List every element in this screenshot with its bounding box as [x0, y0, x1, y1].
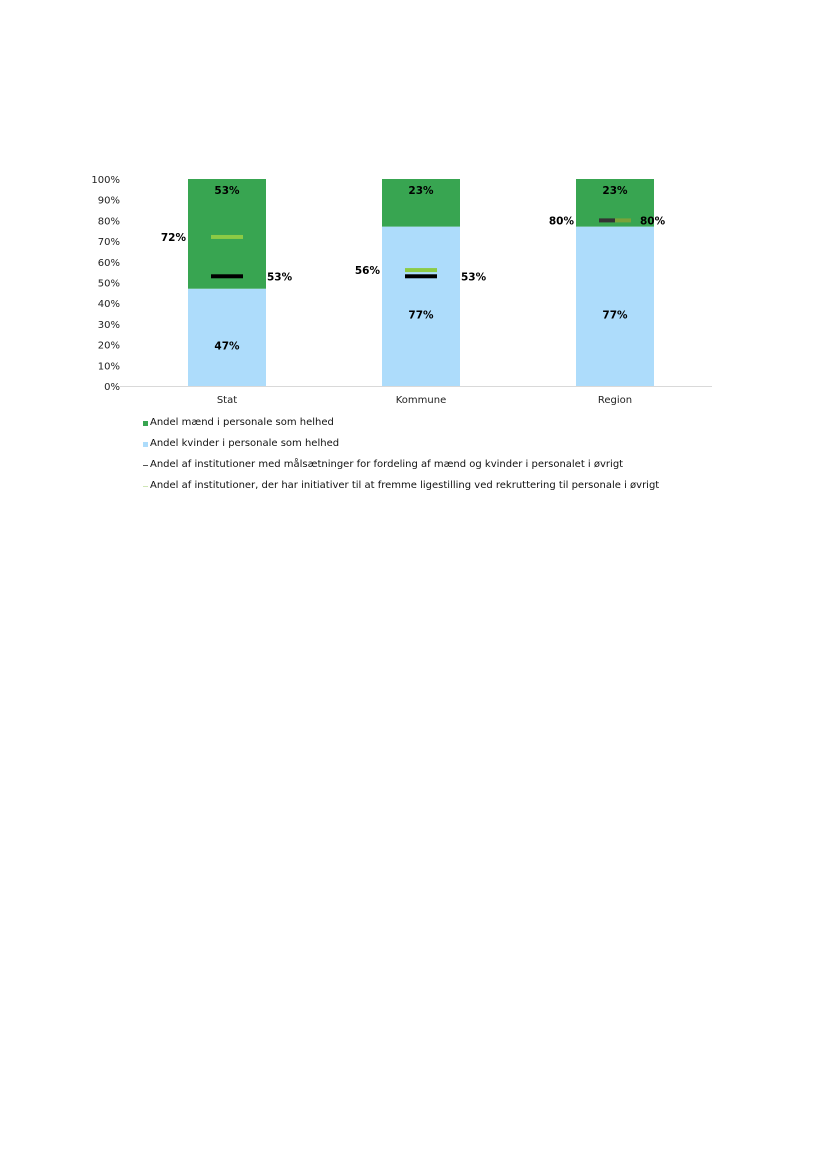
legend-swatch-goals: [143, 465, 148, 466]
legend-swatch-men: [143, 421, 148, 426]
data-label-initiatives: 72%: [161, 232, 187, 244]
y-tick-label: 90%: [98, 196, 120, 207]
data-label-women: 77%: [602, 309, 628, 321]
y-tick-label: 60%: [98, 258, 120, 269]
legend-item-goals: Andel af institutioner med målsætninger …: [143, 459, 659, 480]
data-label-women: 77%: [408, 309, 434, 321]
y-tick-label: 30%: [98, 320, 120, 331]
y-tick-label: 0%: [104, 382, 120, 393]
data-label-initiatives: 56%: [355, 265, 381, 277]
legend-label-women: Andel kvinder i personale som helhed: [150, 438, 340, 449]
x-tick-label: Stat: [217, 395, 237, 406]
data-label-women: 47%: [214, 340, 240, 352]
y-tick-label: 50%: [98, 279, 120, 290]
bar-women: [188, 288, 266, 386]
x-tick-label: Region: [598, 395, 632, 406]
marker-goals: [599, 218, 615, 223]
legend-label-men: Andel mænd i personale som helhed: [150, 417, 334, 428]
y-tick-label: 40%: [98, 299, 120, 310]
legend-item-women: Andel kvinder i personale som helhed: [143, 438, 659, 459]
bar-men: [188, 179, 266, 289]
marker-initiatives: [615, 218, 631, 223]
data-label-men: 23%: [602, 185, 628, 197]
bar-women: [576, 226, 654, 386]
legend-swatch-initiatives: [143, 486, 148, 487]
y-tick-label: 100%: [91, 175, 120, 186]
data-label-goals: 80%: [549, 215, 575, 227]
data-label-initiatives: 80%: [640, 215, 666, 227]
stacked-bar-chart: 0% 10% 20% 30% 40% 50% 60% 70% 80% 90% 100% 47% 53% S…: [91, 175, 712, 406]
legend-swatch-women: [143, 442, 148, 447]
y-tick-label: 80%: [98, 216, 120, 227]
legend-label-initiatives: Andel af institutioner, der har initiati…: [150, 480, 660, 491]
y-tick-label: 20%: [98, 341, 120, 352]
legend-label-goals: Andel af institutioner med målsætninger …: [150, 459, 624, 470]
legend-item-men: Andel mænd i personale som helhed: [143, 417, 659, 438]
y-tick-label: 70%: [98, 237, 120, 248]
data-label-goals: 53%: [267, 271, 293, 283]
legend: Andel mænd i personale som helhed Andel …: [143, 417, 659, 501]
data-label-men: 53%: [214, 185, 240, 197]
bar-men: [382, 179, 460, 227]
bar-women: [382, 226, 460, 386]
marker-initiatives: [405, 268, 437, 273]
data-label-men: 23%: [408, 185, 434, 197]
y-tick-label: 10%: [98, 361, 120, 372]
legend-item-initiatives: Andel af institutioner, der har initiati…: [143, 480, 659, 501]
marker-goals: [211, 274, 243, 279]
data-label-goals: 53%: [461, 271, 487, 283]
x-tick-label: Kommune: [396, 395, 447, 406]
marker-goals: [405, 274, 437, 279]
marker-initiatives: [211, 234, 243, 239]
